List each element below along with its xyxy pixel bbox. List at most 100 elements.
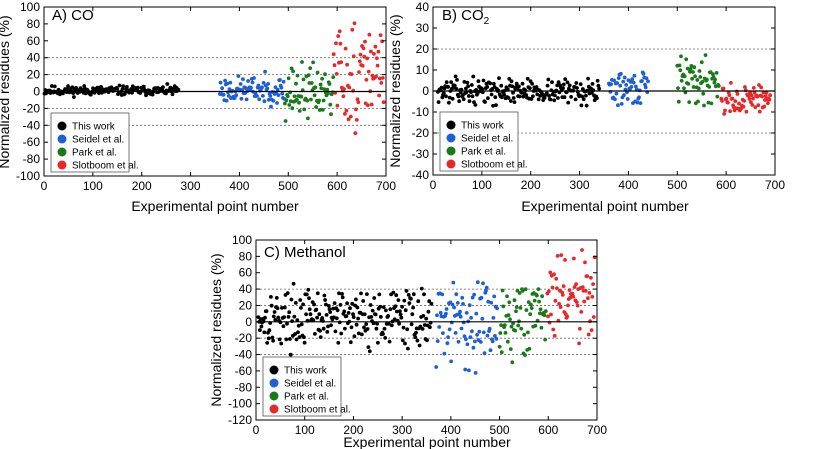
y-tick-label: 100 [20,0,40,14]
data-point-this-work [500,95,504,100]
data-point-this-work [320,316,325,320]
data-point-seidel-et-al- [486,299,491,304]
data-point-this-work [361,299,366,303]
panel-label: A) CO [52,7,94,24]
x-tick-label: 100 [83,179,103,193]
data-point-this-work [535,92,540,97]
data-point-this-work [519,90,524,95]
data-point-this-work [307,307,312,312]
data-point-slotboom-et-al- [588,319,592,324]
data-point-this-work [362,312,367,317]
data-point-slotboom-et-al- [567,288,572,292]
data-point-this-work [417,343,422,348]
data-point-this-work [511,90,515,95]
y-tick-label: -20 [412,126,430,140]
chart-panel-1: 0 100 200 300 400 500 600 700 -40 -30 -20 -10 0 10 20 3… [387,0,785,214]
data-point-this-work [170,92,175,97]
data-point-park-et-al- [686,82,691,86]
data-point-this-work [384,308,388,313]
data-point-seidel-et-al- [444,311,448,316]
data-point-park-et-al- [700,79,705,84]
data-point-slotboom-et-al- [379,81,384,85]
data-point-seidel-et-al- [613,97,617,102]
data-point-park-et-al- [286,76,291,81]
data-point-slotboom-et-al- [761,90,766,95]
data-point-slotboom-et-al- [352,21,357,26]
data-point-this-work [367,349,372,354]
data-point-seidel-et-al- [628,80,633,84]
data-point-this-work [473,103,478,107]
data-point-park-et-al- [317,98,321,103]
data-point-slotboom-et-al- [751,96,755,101]
data-point-slotboom-et-al- [559,253,564,257]
y-axis-title: Normalized residues (%) [208,253,224,406]
data-point-park-et-al- [327,82,332,86]
data-point-seidel-et-al- [479,295,484,300]
data-point-seidel-et-al- [271,98,276,103]
data-point-seidel-et-al- [446,335,450,339]
data-point-this-work [276,315,281,320]
data-point-seidel-et-al- [275,101,279,105]
data-point-this-work [401,325,406,330]
data-point-slotboom-et-al- [751,86,756,90]
data-point-slotboom-et-al- [550,285,555,290]
x-tick-label: 600 [538,423,558,437]
y-tick-label: -120 [228,413,252,427]
data-point-this-work [399,315,404,320]
data-point-slotboom-et-al- [361,46,366,51]
data-point-this-work [262,330,267,335]
data-point-this-work [332,315,336,320]
data-point-seidel-et-al- [619,102,624,106]
data-point-seidel-et-al- [450,302,455,307]
data-point-this-work [411,305,415,310]
data-point-park-et-al- [505,339,510,344]
data-point-this-work [425,338,429,343]
data-point-this-work [429,301,434,306]
data-point-this-work [280,306,284,310]
data-point-this-work [386,314,390,318]
y-axis-title: Normalized residues (%) [387,14,403,167]
data-point-park-et-al- [508,347,513,351]
data-point-slotboom-et-al- [376,49,381,54]
data-point-this-work [326,304,331,308]
data-point-park-et-al- [290,106,295,111]
data-point-slotboom-et-al- [735,92,740,96]
data-point-park-et-al- [529,302,533,307]
data-point-park-et-al- [540,294,544,299]
data-point-this-work [97,91,101,95]
data-point-seidel-et-al- [614,91,619,96]
data-point-this-work [493,95,498,100]
data-point-this-work [567,83,572,88]
data-point-seidel-et-al- [435,339,440,343]
data-point-park-et-al- [696,99,700,104]
data-point-slotboom-et-al- [339,60,344,64]
y-tick-label: -20 [235,331,253,345]
data-point-this-work [52,84,57,89]
data-point-park-et-al- [297,100,301,105]
data-point-seidel-et-al- [221,92,226,97]
data-point-seidel-et-al- [473,371,478,375]
data-point-seidel-et-al- [485,333,490,338]
data-point-this-work [291,281,296,286]
data-point-this-work [273,318,278,322]
data-point-park-et-al- [314,105,318,109]
data-point-seidel-et-al- [644,76,649,81]
data-point-this-work [544,91,549,95]
data-point-seidel-et-al- [612,78,616,83]
data-point-seidel-et-al- [482,351,487,356]
data-point-this-work [562,95,567,100]
data-point-park-et-al- [528,312,533,317]
data-point-this-work [561,86,565,91]
data-point-park-et-al- [701,91,706,96]
data-point-this-work [299,322,304,327]
data-point-this-work [597,86,601,91]
data-point-park-et-al- [299,94,304,99]
x-tick-label: 200 [521,178,541,192]
data-point-this-work [407,301,412,305]
data-point-this-work [481,78,486,83]
data-point-park-et-al- [526,330,530,335]
data-point-this-work [530,81,534,86]
data-point-this-work [258,328,262,332]
data-point-this-work [402,298,407,303]
data-point-seidel-et-al- [473,339,477,344]
